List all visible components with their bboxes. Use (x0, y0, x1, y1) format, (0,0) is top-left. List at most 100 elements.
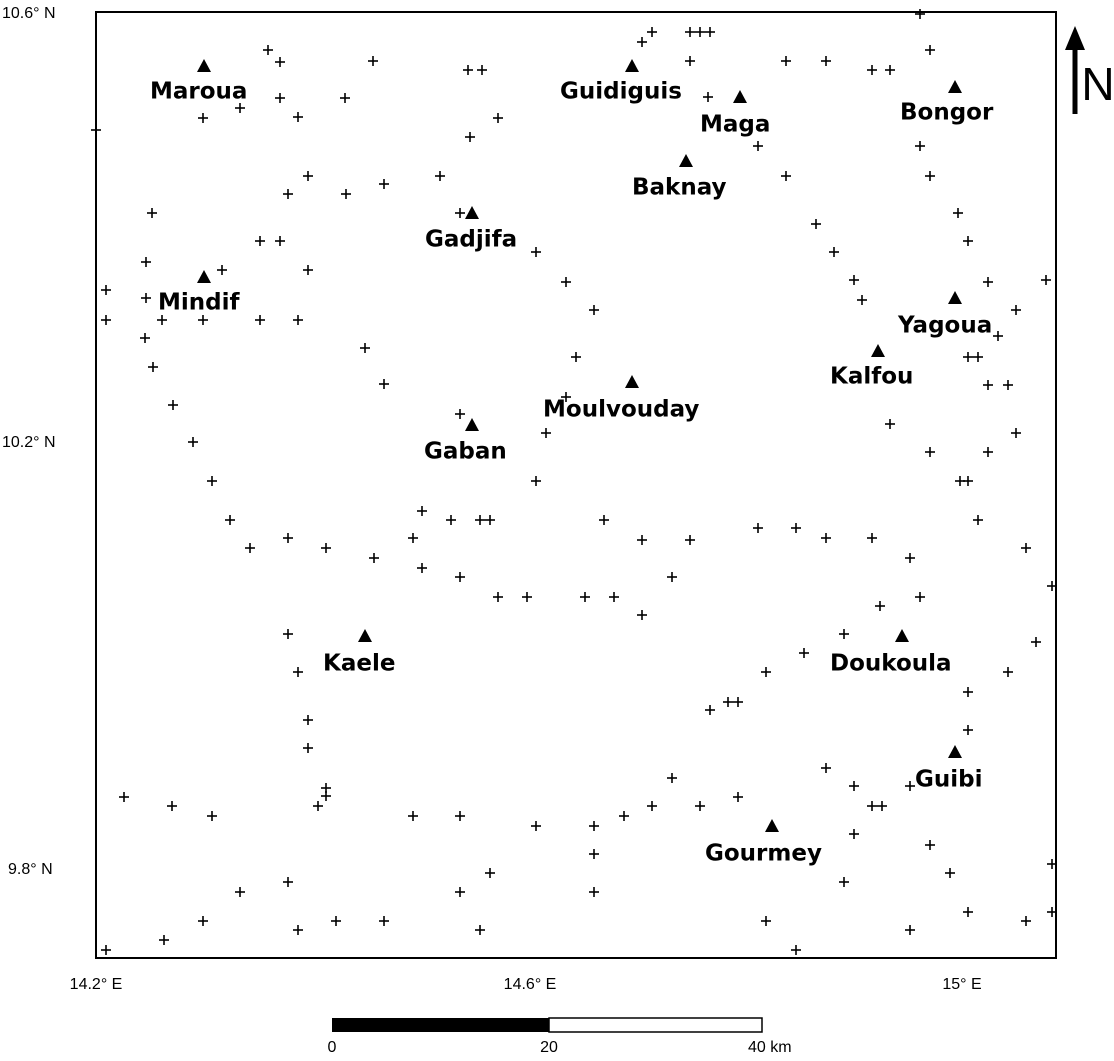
sample-point (945, 868, 955, 878)
sample-point (905, 925, 915, 935)
sample-point (703, 92, 713, 102)
sample-point (821, 56, 831, 66)
sample-point (475, 925, 485, 935)
sample-point (293, 925, 303, 935)
scale-bar-dark (332, 1018, 549, 1032)
sample-point (885, 419, 895, 429)
map-frame (95, 11, 1057, 959)
town-marker (625, 59, 639, 72)
sample-point (101, 315, 111, 325)
scale-label: 40 km (748, 1039, 792, 1056)
sample-point (609, 592, 619, 602)
sample-point (408, 811, 418, 821)
sample-point (101, 945, 111, 955)
sample-point (119, 792, 129, 802)
sample-point (667, 773, 677, 783)
sample-point (446, 515, 456, 525)
sample-point (685, 56, 695, 66)
town-label: Bongor (900, 100, 994, 126)
sample-point (368, 56, 378, 66)
sample-point (255, 236, 265, 246)
sample-point (101, 285, 111, 295)
sample-point (1003, 667, 1013, 677)
sample-point (283, 629, 293, 639)
sample-point (159, 935, 169, 945)
sample-point (753, 523, 763, 533)
town-marker (765, 819, 779, 832)
sample-point (973, 352, 983, 362)
sample-point (455, 208, 465, 218)
sample-point (217, 265, 227, 275)
town-label: Maroua (150, 79, 247, 105)
sample-point (168, 400, 178, 410)
sample-point (1021, 543, 1031, 553)
sample-point (485, 868, 495, 878)
sample-point (541, 428, 551, 438)
sample-point (705, 27, 715, 37)
sample-point (561, 392, 571, 402)
sample-point (493, 592, 503, 602)
sample-point (589, 305, 599, 315)
sample-point (141, 293, 151, 303)
lat-label: 9.8° N (8, 861, 53, 878)
sample-point (303, 265, 313, 275)
sample-point (417, 506, 427, 516)
town-marker (948, 291, 962, 304)
sample-point (953, 208, 963, 218)
sample-point (293, 315, 303, 325)
sample-point (637, 37, 647, 47)
sample-point (417, 563, 427, 573)
sample-point (925, 45, 935, 55)
town-label: Gaban (424, 439, 507, 465)
sample-point (235, 887, 245, 897)
sample-point (849, 829, 859, 839)
sample-point (522, 592, 532, 602)
sample-point (275, 57, 285, 67)
sample-point (283, 189, 293, 199)
sample-point (455, 409, 465, 419)
town-marker (197, 270, 211, 283)
sample-point (207, 811, 217, 821)
lon-labels: 14.2° E 14.6° E 15° E (70, 976, 982, 993)
sample-point (455, 887, 465, 897)
sample-point (849, 275, 859, 285)
sample-point (379, 379, 389, 389)
sample-point (821, 533, 831, 543)
sample-point (303, 743, 313, 753)
sample-point (667, 572, 677, 582)
town-marker (948, 80, 962, 93)
sample-point (925, 447, 935, 457)
sample-point (781, 56, 791, 66)
sample-point (188, 437, 198, 447)
sample-point (589, 849, 599, 859)
lat-label: 10.2° N (2, 434, 56, 451)
town-marker (465, 206, 479, 219)
sample-point (695, 27, 705, 37)
sample-point (283, 877, 293, 887)
sample-point (781, 171, 791, 181)
sample-point (1003, 380, 1013, 390)
sample-point (791, 945, 801, 955)
town-marker (625, 375, 639, 388)
sample-point (1047, 581, 1057, 591)
lon-label: 15° E (942, 976, 981, 993)
sample-point (245, 543, 255, 553)
sample-point (849, 781, 859, 791)
sample-point (867, 533, 877, 543)
lon-label: 14.6° E (504, 976, 557, 993)
sample-point (761, 667, 771, 677)
sample-point (531, 247, 541, 257)
sample-point (637, 610, 647, 620)
sample-point (799, 648, 809, 658)
sample-point (1047, 907, 1057, 917)
sample-point (973, 515, 983, 525)
town-label: Gourmey (705, 841, 822, 867)
sample-point (647, 27, 657, 37)
town-label: Mindif (158, 290, 240, 316)
sample-point (685, 535, 695, 545)
sample-point (331, 916, 341, 926)
sample-point (857, 295, 867, 305)
sample-point (198, 315, 208, 325)
town-label: Yagoua (897, 313, 992, 339)
sample-point (477, 65, 487, 75)
